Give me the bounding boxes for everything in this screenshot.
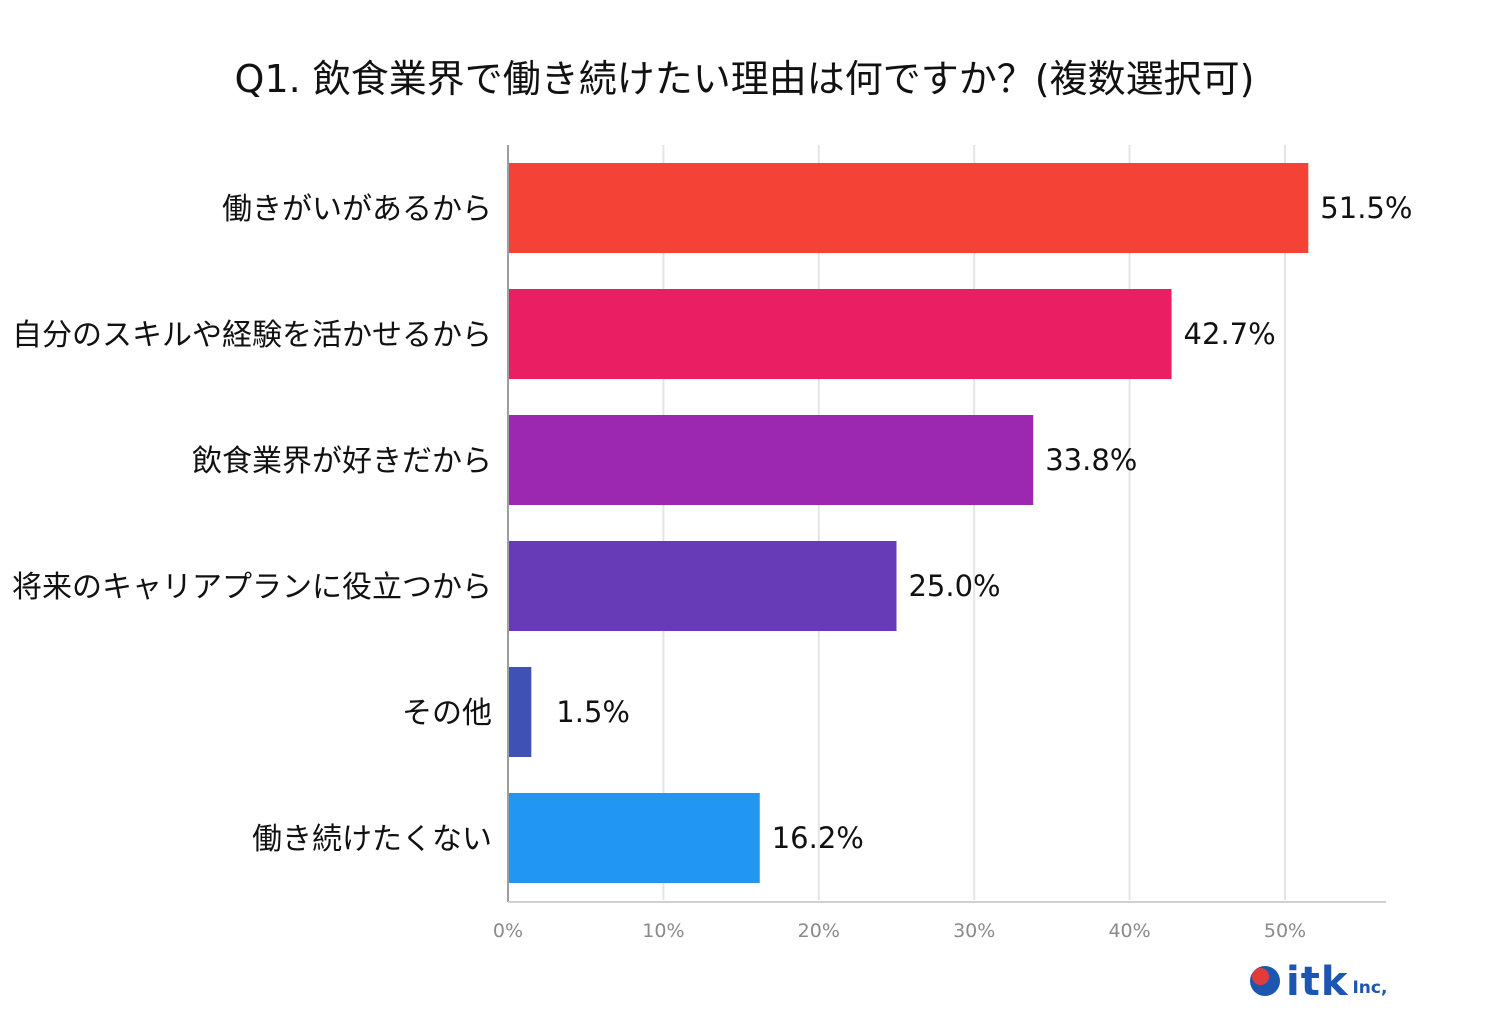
category-label: 飲食業界が好きだから [192, 444, 492, 479]
labels: 0% 10% 20% 30% 40% 50% 働きがいがあるから 51.5% 自分のスキルや経験… [12, 191, 1412, 942]
logo-globe-icon [1250, 966, 1280, 996]
logo-text: itk [1286, 959, 1349, 1005]
category-label: 自分のスキルや経験を活かせるから [12, 318, 492, 353]
logo-suffix: Inc, [1352, 978, 1388, 998]
x-tick-label: 30% [953, 920, 995, 942]
category-label: その他 [402, 696, 492, 731]
value-label: 42.7% [1184, 317, 1276, 351]
bar [508, 289, 1172, 379]
x-tick-label: 50% [1264, 920, 1306, 942]
x-tick-label: 40% [1108, 920, 1150, 942]
grid-lines [662, 145, 1286, 900]
x-tick-label: 10% [642, 920, 684, 942]
x-tick-label: 0% [493, 920, 523, 942]
bar [508, 541, 897, 631]
company-logo: itk Inc, [1250, 952, 1387, 1002]
category-label: 働きがいがあるから [222, 192, 492, 227]
value-label: 33.8% [1045, 443, 1137, 477]
x-tick-label: 20% [798, 920, 840, 942]
bar [508, 415, 1034, 505]
chart-title: Q1. 飲食業界で働き続けたい理由は何ですか？(複数選択可) [234, 57, 1255, 101]
value-label: 51.5% [1320, 191, 1412, 225]
value-label: 25.0% [908, 569, 1000, 603]
axes [507, 145, 1386, 903]
category-label: 将来のキャリアプランに役立つから [12, 570, 492, 605]
value-label: 1.5% [556, 695, 630, 729]
bars [508, 163, 1309, 883]
bar [508, 667, 532, 757]
value-label: 16.2% [772, 821, 864, 855]
bar [508, 163, 1309, 253]
bar [508, 793, 760, 883]
category-label: 働き続けたくない [252, 822, 492, 857]
